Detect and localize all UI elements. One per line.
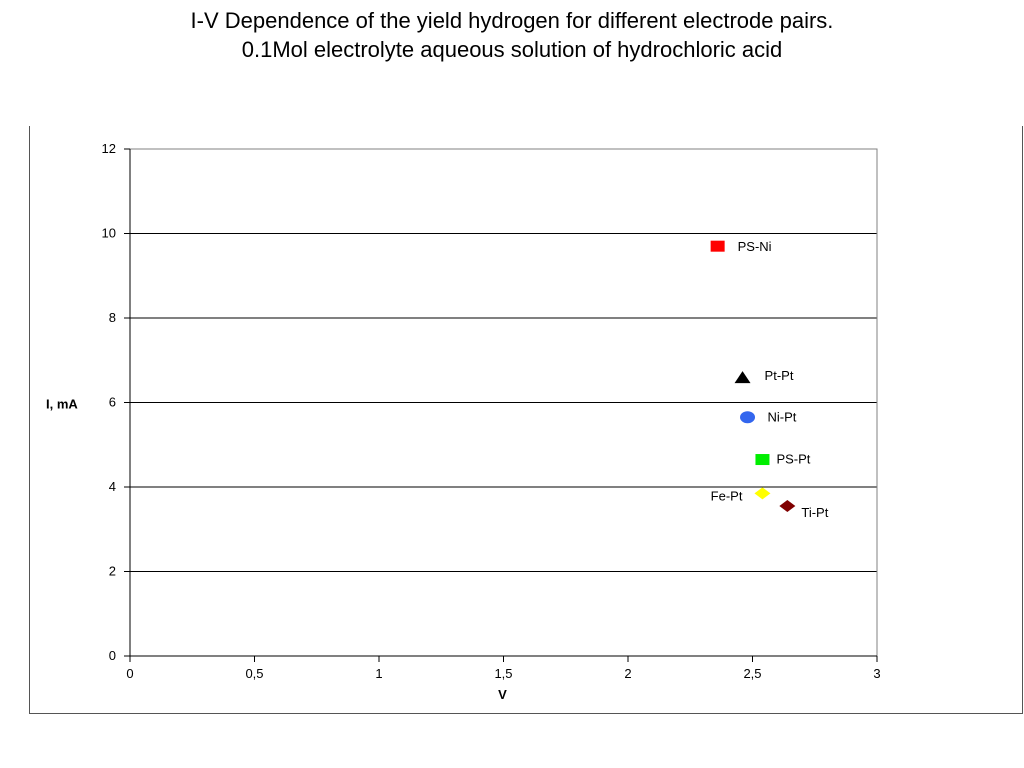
title-line-2: 0.1Mol electrolyte aqueous solution of h… — [241, 37, 783, 62]
x-tick-label: 0,5 — [245, 666, 263, 681]
x-tick-label: 1,5 — [494, 666, 512, 681]
x-tick-label: 3 — [873, 666, 880, 681]
y-tick-label: 6 — [109, 395, 116, 410]
point-pt-pt: Pt-Pt — [734, 368, 794, 384]
x-ticks: 0 0,5 1 1,5 2 2,5 3 — [126, 656, 881, 681]
y-axis-label: I, mA — [46, 397, 78, 412]
point-label: PS-Pt — [776, 452, 810, 467]
x-tick-label: 2 — [624, 666, 631, 681]
x-tick-label: 2,5 — [743, 666, 761, 681]
marker-fe-pt — [754, 487, 771, 500]
point-ps-pt: PS-Pt — [755, 452, 811, 467]
point-label: Ni-Pt — [768, 409, 797, 424]
marker-ti-pt — [779, 500, 796, 513]
marker-ps-pt — [755, 454, 770, 466]
marker-pt-pt — [734, 371, 751, 384]
chart-title: I-V Dependence of the yield hydrogen for… — [0, 6, 1024, 64]
y-tick-label: 12 — [102, 141, 116, 156]
point-ni-pt: Ni-Pt — [740, 409, 797, 424]
marker-ni-pt — [740, 411, 756, 424]
point-label: Fe-Pt — [711, 488, 743, 503]
gridlines — [130, 233, 877, 572]
point-label: PS-Ni — [738, 239, 772, 254]
chart-frame — [29, 126, 1023, 714]
x-axis-label: V — [498, 687, 507, 702]
y-tick-label: 2 — [109, 564, 116, 579]
point-ti-pt: Ti-Pt — [779, 500, 829, 520]
y-tick-label: 10 — [102, 226, 116, 241]
y-tick-label: 4 — [109, 479, 116, 494]
x-tick-label: 1 — [375, 666, 382, 681]
point-ps-ni: PS-Ni — [710, 239, 772, 254]
point-label: Ti-Pt — [801, 505, 828, 520]
y-tick-label: 0 — [109, 648, 116, 663]
y-ticks: 0 2 4 6 8 10 12 — [102, 141, 130, 663]
point-label: Pt-Pt — [765, 368, 794, 383]
point-fe-pt: Fe-Pt — [711, 487, 771, 503]
y-tick-label: 8 — [109, 310, 116, 325]
marker-ps-ni — [710, 240, 725, 252]
title-line-1: I-V Dependence of the yield hydrogen for… — [190, 8, 834, 33]
data-points: PS-Ni Pt-Pt Ni-Pt PS-Pt Fe-Pt Ti-Pt — [710, 239, 829, 520]
x-tick-label: 0 — [126, 666, 133, 681]
